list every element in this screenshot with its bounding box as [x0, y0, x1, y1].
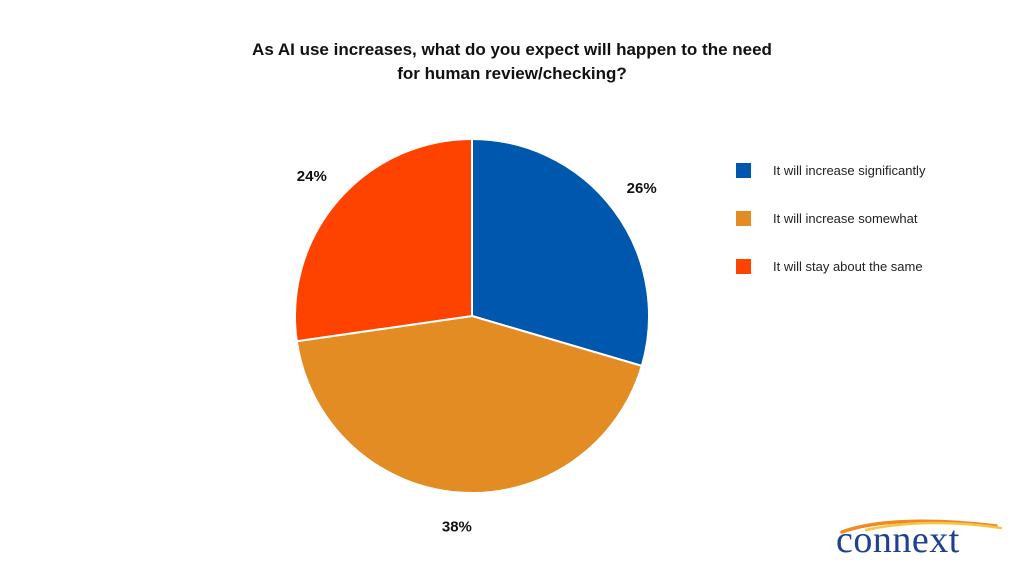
legend-item-2: It will increase somewhat: [736, 208, 925, 228]
pie-slice-2: [295, 314, 644, 494]
logo-swoosh-icon: [840, 519, 1003, 534]
legend-item-1: It will increase significantly: [736, 160, 925, 180]
pie-slice-1: [471, 137, 650, 368]
legend-item-3: It will stay about the same: [736, 256, 925, 276]
legend-swatch: [736, 162, 751, 178]
pie-slice-label-1: 26%: [627, 180, 657, 197]
chart-legend: It will increase significantly It will in…: [736, 160, 925, 304]
pie-slice-label-2: 38%: [442, 518, 472, 535]
chart-title-line-1: As AI use increases, what do you expect …: [252, 40, 772, 59]
pie-slice-label-3: 24%: [297, 168, 327, 185]
connext-logo: connext: [836, 512, 1006, 562]
legend-label: It will increase somewhat: [773, 210, 918, 226]
chart-title-line-2: for human review/checking?: [397, 64, 627, 83]
legend-swatch: [736, 258, 751, 274]
chart-title: As AI use increases, what do you expect …: [0, 38, 1024, 86]
logo-wordmark: connext: [836, 519, 960, 561]
legend-label: It will stay about the same: [773, 258, 923, 274]
legend-swatch: [736, 210, 751, 226]
legend-label: It will increase significantly: [773, 162, 926, 178]
pie-slice-3: [294, 137, 473, 343]
